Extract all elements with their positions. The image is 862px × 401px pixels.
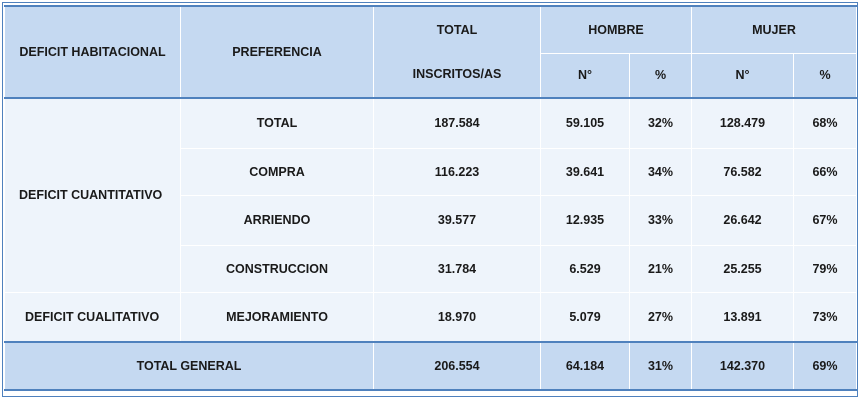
cell-total: 18.970 [373, 291, 541, 343]
table-row: CONSTRUCCION 31.784 6.529 21% 25.255 79% [5, 244, 857, 293]
cell-hombre-n: 6.529 [540, 244, 630, 293]
cell-hombre-n: 59.105 [540, 97, 630, 149]
cell-total: 187.584 [373, 97, 541, 149]
table-row: ARRIENDO 39.577 12.935 33% 26.642 67% [5, 194, 857, 246]
header-hombre-pct: % [629, 52, 692, 99]
header-row-2: N° % N° % [5, 52, 857, 99]
cell-hombre-pct: 34% [629, 147, 692, 196]
total-general-label: TOTAL GENERAL [4, 341, 374, 391]
group-deficit-cuantitativo: DEFICIT CUANTITATIVO [4, 97, 181, 293]
cell-hombre-pct: 21% [629, 244, 692, 293]
total-general-row: TOTAL GENERAL 206.554 64.184 31% 142.370… [4, 341, 857, 391]
header-deficit-habitacional: DEFICIT HABITACIONAL [4, 5, 181, 99]
header-mujer: MUJER [691, 5, 857, 54]
table-row: DEFICIT CUALITATIVO MEJORAMIENTO 18.970 … [4, 291, 857, 343]
cell-mujer-pct: 79% [793, 244, 857, 293]
cell-hombre-n: 5.079 [540, 291, 630, 343]
group-deficit-cualitativo: DEFICIT CUALITATIVO [4, 291, 181, 343]
cell-mujer-n: 25.255 [691, 244, 794, 293]
cell-preferencia: MEJORAMIENTO [180, 291, 374, 343]
table-row: COMPRA 116.223 39.641 34% 76.582 66% [5, 147, 857, 196]
total-general-mujer-n: 142.370 [691, 341, 794, 391]
header-mujer-pct: % [793, 52, 857, 99]
total-general-mujer-pct: 69% [793, 341, 857, 391]
cell-mujer-n: 76.582 [691, 147, 794, 196]
cell-hombre-pct: 33% [629, 194, 692, 246]
header-hombre-n: N° [540, 52, 630, 99]
header-row-1: DEFICIT HABITACIONAL PREFERENCIA TOTAL I… [4, 5, 857, 99]
total-general-total: 206.554 [373, 341, 541, 391]
cell-hombre-n: 12.935 [540, 194, 630, 246]
cell-preferencia: TOTAL [180, 97, 374, 149]
cell-mujer-n: 26.642 [691, 194, 794, 246]
cell-mujer-pct: 68% [793, 97, 857, 149]
total-general-hombre-n: 64.184 [540, 341, 630, 391]
cell-mujer-pct: 73% [793, 291, 857, 343]
deficit-table: DEFICIT HABITACIONAL PREFERENCIA TOTAL I… [4, 5, 857, 391]
cell-preferencia: CONSTRUCCION [180, 244, 374, 293]
header-hombre: HOMBRE [540, 5, 692, 54]
header-total-line1: TOTAL [436, 23, 478, 37]
header-preferencia: PREFERENCIA [180, 5, 374, 99]
cell-total: 39.577 [373, 194, 541, 246]
cell-mujer-n: 13.891 [691, 291, 794, 343]
cell-mujer-pct: 66% [793, 147, 857, 196]
header-mujer-n: N° [691, 52, 794, 99]
table-row: DEFICIT CUANTITATIVO TOTAL 187.584 59.10… [4, 97, 857, 293]
total-general-hombre-pct: 31% [629, 341, 692, 391]
cell-hombre-pct: 27% [629, 291, 692, 343]
cell-total: 31.784 [373, 244, 541, 293]
cell-mujer-n: 128.479 [691, 97, 794, 149]
header-total-inscritos: TOTAL INSCRITOS/AS [373, 5, 541, 99]
cell-preferencia: ARRIENDO [180, 194, 374, 246]
cell-preferencia: COMPRA [180, 147, 374, 196]
cell-mujer-pct: 67% [793, 194, 857, 246]
cell-hombre-n: 39.641 [540, 147, 630, 196]
header-total-line2: INSCRITOS/AS [412, 67, 502, 81]
cell-hombre-pct: 32% [629, 97, 692, 149]
cell-total: 116.223 [373, 147, 541, 196]
